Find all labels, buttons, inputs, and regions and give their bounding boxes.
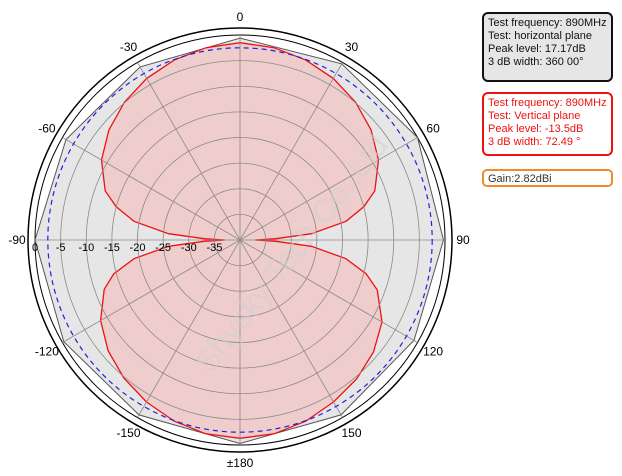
radial-tick-label-5: -25 xyxy=(155,242,171,254)
legend-v-width: 3 dB width: 72.49 ° xyxy=(488,136,581,148)
gain-value: Gain:2.82dBi xyxy=(488,173,552,185)
legend-h-peak: Peak level: 17.17dB xyxy=(488,43,586,55)
radial-tick-label-6: -30 xyxy=(181,242,197,254)
radial-tick-label-0: 0 xyxy=(32,242,38,254)
angle-tick-label-11: -30 xyxy=(120,40,138,54)
labels-layer: 0 30 60 90 120 150 ±180 -150 -120 -90 -60 -30 0 -5 -10… xyxy=(8,10,470,470)
grid-spoke-2 xyxy=(239,137,418,241)
legend-v-test: Test: Vertical plane xyxy=(488,110,581,122)
angle-tick-label-7: -150 xyxy=(116,426,140,440)
angle-tick-label-2: 60 xyxy=(426,122,440,136)
angle-tick-label-3: 90 xyxy=(456,233,470,247)
angle-tick-label-9: -90 xyxy=(8,233,26,247)
grid-spoke-8 xyxy=(62,239,241,343)
legend-h-frequency: Test frequency: 890MHz xyxy=(488,17,607,29)
grid-layer xyxy=(35,35,445,445)
gain-legend: Gain:2.82dBi xyxy=(482,169,613,187)
radial-tick-label-7: -35 xyxy=(206,242,222,254)
angle-tick-label-6: ±180 xyxy=(227,456,254,470)
grid-spoke-5 xyxy=(239,239,343,418)
polar-chart: 0 30 60 90 120 150 ±180 -150 -120 -90 -60 -30 0 -5 -10… xyxy=(8,10,470,470)
reference-layer xyxy=(47,47,433,433)
radial-tick-label-3: -15 xyxy=(104,242,120,254)
reference-circle xyxy=(47,47,433,433)
angle-tick-label-1: 30 xyxy=(345,40,359,54)
legend-v-peak: Peak level: -13.5dB xyxy=(488,123,584,135)
angle-tick-label-8: -120 xyxy=(35,345,59,359)
horizontal-plane-legend: Test frequency: 890MHz Test: horizontal … xyxy=(482,12,613,82)
grid-spoke-4 xyxy=(239,239,418,343)
grid-spoke-7 xyxy=(137,239,241,418)
radial-tick-label-4: -20 xyxy=(130,242,146,254)
angle-tick-label-0: 0 xyxy=(237,10,244,24)
radial-tick-label-2: -10 xyxy=(78,242,94,254)
legend-h-width: 3 dB width: 360 00° xyxy=(488,56,584,68)
radial-tick-label-1: -5 xyxy=(56,242,66,254)
vertical-plane-legend: Test frequency: 890MHz Test: Vertical pl… xyxy=(482,92,613,156)
grid-spoke-1 xyxy=(239,62,343,241)
angle-tick-label-4: 120 xyxy=(423,345,443,359)
grid-spoke-10 xyxy=(62,137,241,241)
angle-tick-label-10: -60 xyxy=(38,122,56,136)
legend-h-test: Test: horizontal plane xyxy=(488,30,592,42)
angle-tick-label-5: 150 xyxy=(341,426,361,440)
legend-v-frequency: Test frequency: 890MHz xyxy=(488,97,607,109)
grid-spoke-11 xyxy=(137,62,241,241)
